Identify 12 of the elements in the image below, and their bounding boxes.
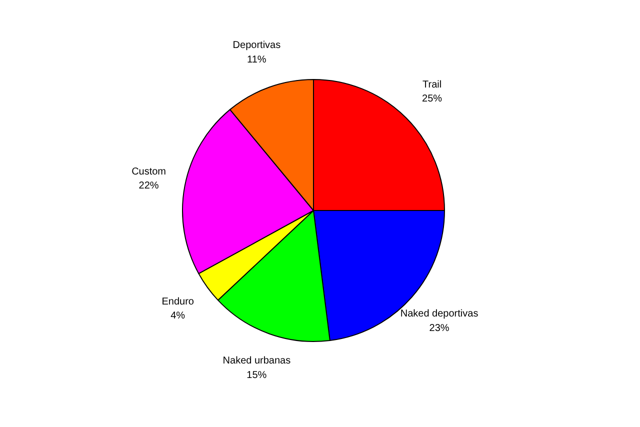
data-label: 22%	[138, 180, 159, 192]
slice-label: Trail	[422, 79, 442, 90]
slice-label: Enduro	[162, 296, 194, 308]
data-label: 15%	[246, 370, 267, 381]
slice-label: Deportivas	[232, 40, 281, 52]
slice-label: Custom	[132, 166, 166, 178]
slice-label: Naked urbanas	[222, 356, 291, 367]
data-label: 4%	[170, 310, 186, 322]
data-label: 25%	[422, 94, 442, 105]
data-label: 11%	[247, 54, 266, 66]
slice-label: Naked deportivas	[400, 308, 478, 320]
data-label: 23%	[429, 323, 450, 334]
